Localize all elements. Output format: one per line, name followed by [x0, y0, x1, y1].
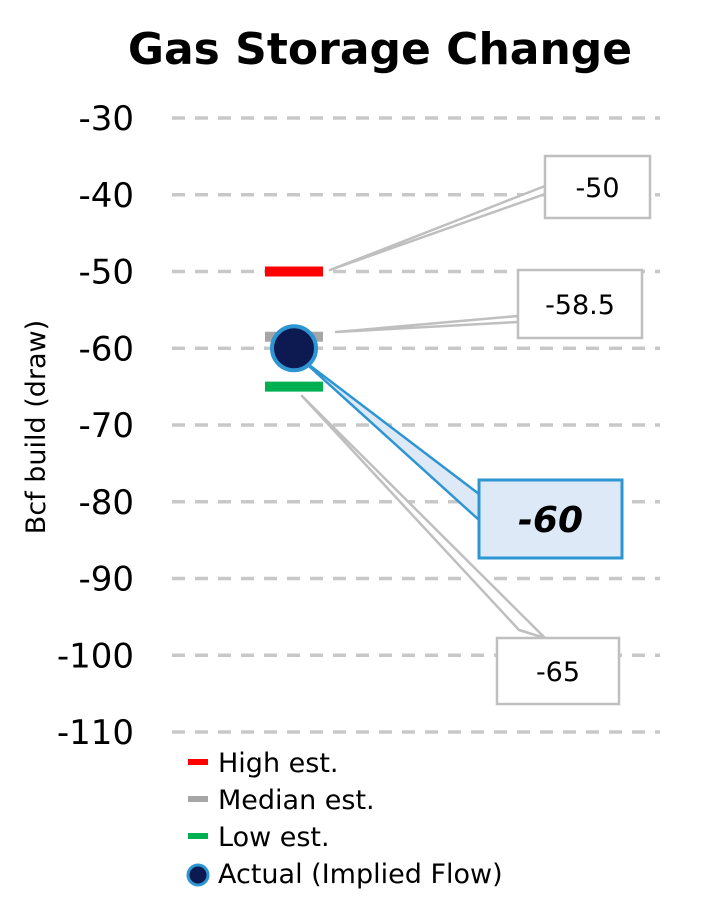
- gridlines: [172, 116, 660, 734]
- data-label: -65: [536, 657, 580, 688]
- legend-swatch: [188, 759, 208, 765]
- data-labels: -50 -58.5 -65 -60: [477, 154, 652, 706]
- legend: High est. Median est. Low est. Actual (Impl…: [186, 748, 503, 890]
- legend-label: Median est.: [218, 785, 375, 816]
- y-tick-label: -80: [78, 483, 134, 523]
- y-tick-label: -50: [78, 253, 134, 293]
- legend-label: Low est.: [218, 822, 330, 853]
- data-label-box: [477, 478, 624, 560]
- y-axis-label: Bcf build (draw): [21, 320, 52, 534]
- y-tick-label: -100: [57, 636, 134, 676]
- y-tick-labels: -30 -40 -50 -60 -70 -80 -90 -100 -110: [57, 99, 134, 753]
- data-mark-dash: [265, 381, 323, 392]
- data-label-box: [516, 268, 644, 340]
- callout-leaders: [298, 184, 547, 640]
- y-tick-label: -60: [78, 329, 134, 369]
- callout-leader: [300, 394, 547, 640]
- y-tick-label: -30: [78, 99, 134, 139]
- callout-leader: [298, 356, 481, 522]
- data-label: -50: [575, 173, 619, 204]
- data-label: -58.5: [545, 290, 615, 321]
- y-tick-label: -70: [78, 406, 134, 446]
- y-tick-label: -110: [57, 713, 134, 753]
- legend-label: High est.: [218, 748, 339, 779]
- callout-leader: [328, 184, 547, 272]
- data-mark-dash: [265, 266, 323, 277]
- legend-swatch: [188, 833, 208, 839]
- y-tick-label: -40: [78, 176, 134, 216]
- data-marks: [265, 266, 323, 392]
- data-label-box: [543, 154, 652, 220]
- data-label-box: [495, 636, 621, 706]
- callout-leader: [334, 314, 520, 334]
- chart-title: Gas Storage Change: [128, 24, 632, 75]
- data-mark-circle: [270, 324, 318, 373]
- legend-label: Actual (Implied Flow): [218, 859, 503, 890]
- legend-swatch: [188, 796, 208, 802]
- y-tick-label: -90: [78, 560, 134, 600]
- legend-swatch: [186, 863, 210, 887]
- data-label: -60: [518, 500, 583, 541]
